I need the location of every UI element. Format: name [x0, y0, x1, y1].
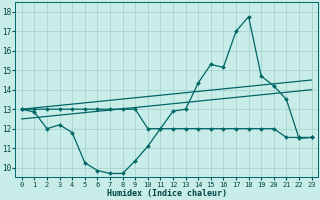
X-axis label: Humidex (Indice chaleur): Humidex (Indice chaleur): [107, 189, 227, 198]
